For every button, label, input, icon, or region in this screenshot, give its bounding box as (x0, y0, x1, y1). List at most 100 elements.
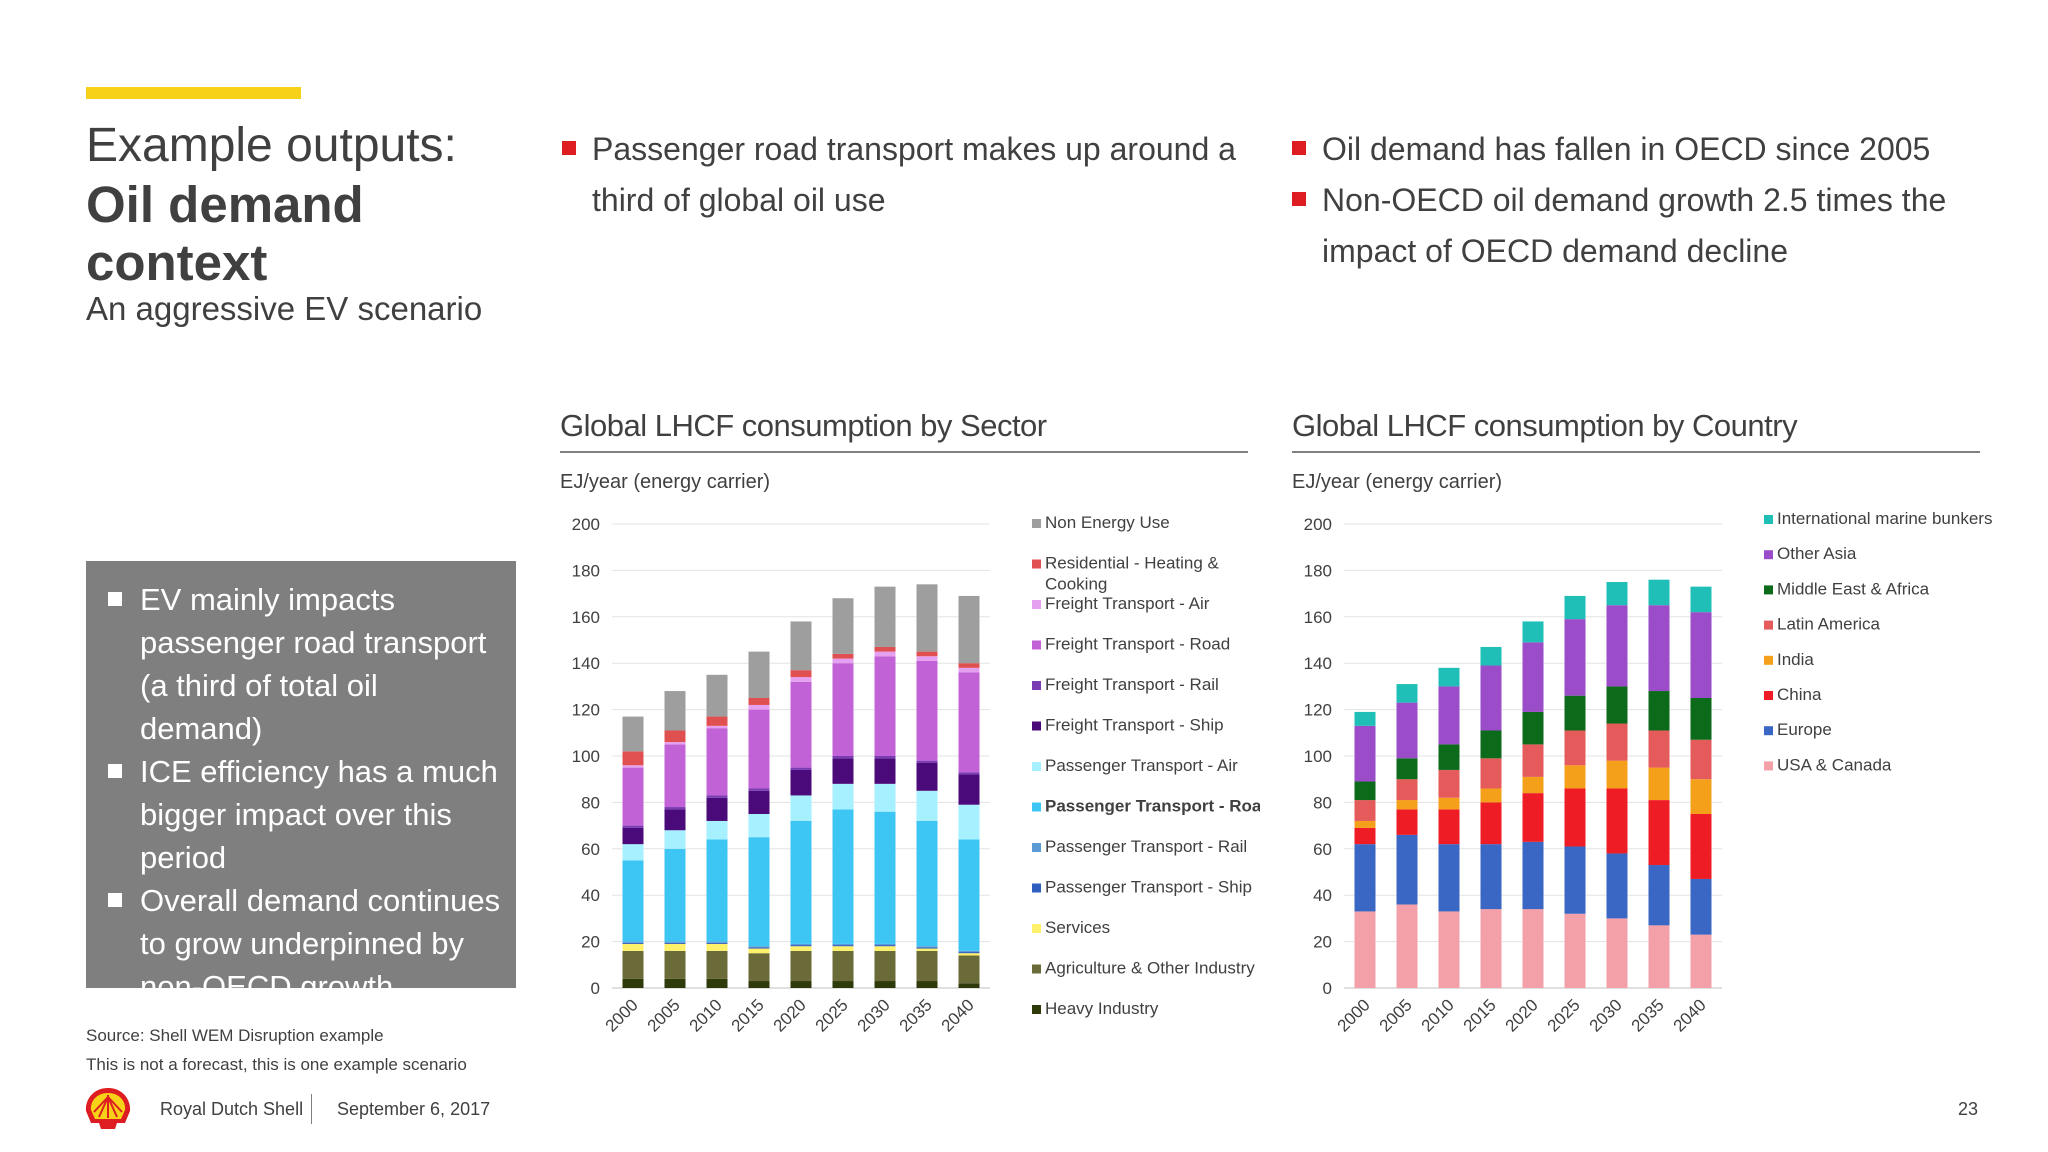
sector-bar-segment (832, 653, 854, 659)
country-bar-segment (1354, 711, 1376, 726)
country-bar-segment (1606, 918, 1628, 988)
chart-rule-country (1292, 451, 1980, 453)
sector-xtick-label: 2000 (602, 995, 642, 1035)
country-bar-segment (1396, 834, 1418, 905)
sector-bar-segment (958, 983, 980, 988)
sector-bar-segment (832, 756, 854, 759)
sector-bar-segment (622, 950, 644, 979)
sector-bar-segment (958, 772, 980, 775)
sector-legend-label: Passenger Transport - Road (1045, 797, 1260, 816)
sector-bar-segment (832, 809, 854, 944)
country-ytick-label: 80 (1313, 793, 1332, 812)
country-bar-segment (1396, 779, 1418, 801)
sector-bar-segment (706, 978, 728, 988)
sector-bar-segment (874, 946, 896, 951)
sector-bar-segment (958, 672, 980, 773)
sector-bar-segment (664, 744, 686, 808)
country-bar-segment (1438, 686, 1460, 745)
key-points-list: EV mainly impacts passenger road transpo… (108, 578, 508, 1008)
sector-ytick-label: 120 (572, 701, 600, 720)
country-bar-segment (1606, 723, 1628, 761)
sector-bar-segment (790, 681, 812, 768)
country-bar-segment (1438, 744, 1460, 770)
sector-bar-segment (832, 758, 854, 784)
sector-ytick-label: 140 (572, 654, 600, 673)
sector-bar-segment (790, 981, 812, 988)
sector-legend-swatch (1032, 640, 1041, 650)
country-legend-label: USA & Canada (1777, 755, 1892, 774)
sector-bar-segment (664, 978, 686, 988)
country-bar-segment (1606, 760, 1628, 789)
country-xtick-label: 2025 (1544, 995, 1584, 1035)
sector-legend-label: Services (1045, 918, 1110, 937)
country-xtick-label: 2005 (1376, 995, 1416, 1035)
country-bar-segment (1522, 744, 1544, 777)
country-bar-segment (1480, 665, 1502, 731)
country-bar-segment (1564, 730, 1586, 766)
sector-bar-segment (790, 946, 812, 951)
country-ytick-label: 120 (1304, 701, 1332, 720)
disclaimer-note: This is not a forecast, this is one exam… (86, 1055, 467, 1074)
country-bar-segment (1396, 758, 1418, 780)
sector-bar-segment (874, 651, 896, 657)
sector-bar-segment (790, 677, 812, 682)
country-bar-segment (1648, 865, 1670, 926)
sector-bar-segment (622, 978, 644, 988)
country-bar-segment (1648, 767, 1670, 801)
country-bar-segment (1648, 605, 1670, 692)
sector-bar-segment (916, 946, 938, 948)
country-bar-segment (1522, 841, 1544, 910)
sector-bar-segment (958, 839, 980, 951)
page-title: Oil demand context (86, 176, 364, 291)
chart-unit-sector: EJ/year (energy carrier) (560, 471, 771, 493)
sector-xtick-label: 2030 (854, 995, 894, 1035)
sector-bar-segment (748, 698, 770, 705)
sector-legend-label: Freight Transport - Air (1045, 594, 1210, 613)
country-xtick-label: 2020 (1502, 995, 1542, 1035)
sector-bar-segment (706, 674, 728, 717)
country-bar-segment (1354, 725, 1376, 782)
country-bar-segment (1480, 909, 1502, 988)
sector-legend-label: Residential - Heating & Cooking (1045, 554, 1220, 594)
source-note: Source: Shell WEM Disruption example (86, 1026, 384, 1045)
country-bar-segment (1648, 925, 1670, 988)
sector-bar-segment (706, 795, 728, 798)
country-bar-segment (1438, 797, 1460, 810)
sector-bar-segment (874, 943, 896, 946)
country-bar-segment (1480, 802, 1502, 845)
sector-legend-swatch (1032, 964, 1041, 974)
sector-bar-segment (832, 981, 854, 988)
country-bar-segment (1648, 579, 1670, 606)
sector-bar-segment (958, 774, 980, 805)
sector-legend-swatch (1032, 559, 1041, 569)
footer-divider (311, 1094, 312, 1124)
country-bar-segment (1564, 595, 1586, 620)
country-bar-segment (1480, 788, 1502, 803)
sector-legend-label: Heavy Industry (1045, 999, 1159, 1018)
sector-bar-segment (748, 790, 770, 814)
title-line1: Example outputs: (86, 119, 457, 172)
country-legend-label: China (1777, 685, 1822, 704)
sector-bar-segment (832, 783, 854, 810)
country-bar-segment (1606, 582, 1628, 606)
country-bar-segment (1606, 788, 1628, 854)
sector-bar-segment (790, 795, 812, 821)
sector-xtick-label: 2005 (644, 995, 684, 1035)
sector-bar-segment (874, 656, 896, 756)
sector-bar-segment (790, 943, 812, 946)
country-bar-segment (1396, 684, 1418, 703)
country-xtick-label: 2015 (1460, 995, 1500, 1035)
country-bar-segment (1648, 730, 1670, 768)
country-legend-swatch (1764, 585, 1773, 595)
sector-legend-label: Passenger Transport - Ship (1045, 878, 1252, 897)
country-ytick-label: 60 (1313, 840, 1332, 859)
country-bar-segment (1648, 691, 1670, 731)
sector-bar-segment (790, 767, 812, 770)
sector-bar-segment (916, 584, 938, 652)
sector-bar-segment (916, 790, 938, 821)
sector-bar-segment (748, 837, 770, 947)
sector-bar-segment (748, 947, 770, 949)
sector-bar-segment (748, 704, 770, 710)
sector-bar-segment (748, 953, 770, 982)
